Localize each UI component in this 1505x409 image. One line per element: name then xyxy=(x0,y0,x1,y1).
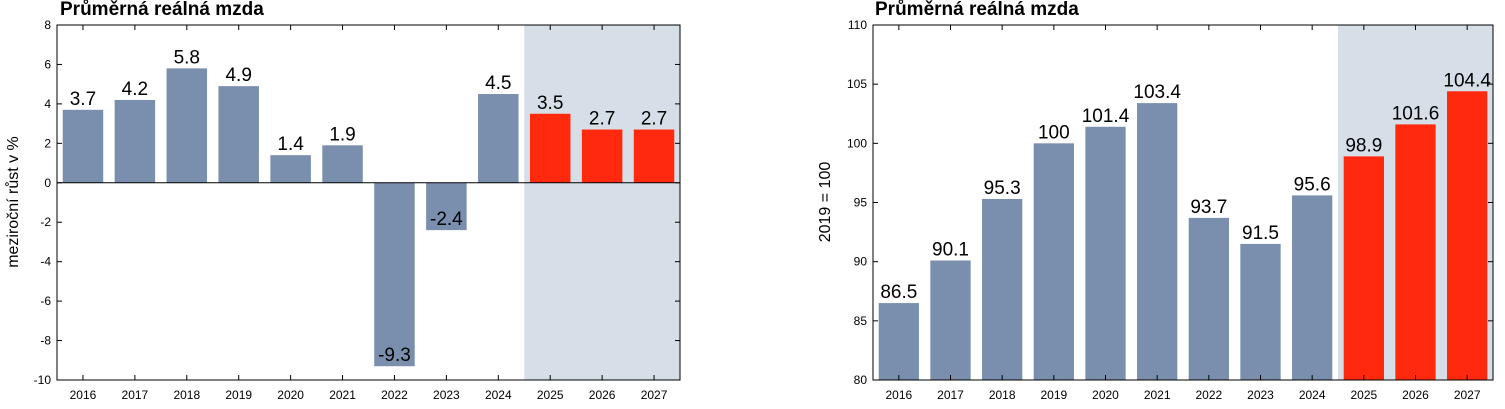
chart-index-2019: Průměrná reálná mzda 2019 = 100 86.5 90.1… xyxy=(810,0,1505,409)
bar-2027 xyxy=(1447,91,1488,381)
data-label-2020: 101.4 xyxy=(1082,106,1130,127)
data-label-2026: 101.6 xyxy=(1392,103,1440,124)
data-label-2019: 100 xyxy=(1038,122,1070,143)
x-tick-label-2024: 2024 xyxy=(485,388,512,402)
y-tick-label: 110 xyxy=(848,18,867,32)
data-label-2016: 3.7 xyxy=(70,89,96,110)
data-label-2019: 4.9 xyxy=(225,65,251,86)
y-tick-label: -8 xyxy=(40,334,51,348)
data-label-2017: 90.1 xyxy=(932,239,969,260)
chart-svg: 3.7 4.2 5.8 4.9 1.4 1.9 -9.3 -2.4 4.5 3.5 2.7 2.7 -1… xyxy=(34,18,681,402)
x-tick-label-2025: 2025 xyxy=(537,388,564,402)
bar-2027 xyxy=(633,129,675,183)
chart-title: Průměrná reálná mzda xyxy=(60,0,264,20)
y-tick-label: 90 xyxy=(854,255,868,269)
x-tick-label-2019: 2019 xyxy=(1040,388,1067,402)
data-label-2024: 95.6 xyxy=(1294,174,1331,195)
forecast-band xyxy=(524,25,680,380)
data-label-2027: 2.7 xyxy=(641,109,667,130)
bar-2022 xyxy=(1188,217,1229,380)
x-tick-label-2018: 2018 xyxy=(173,388,200,402)
x-tick-label-2026: 2026 xyxy=(589,388,616,402)
x-tick-label-2024: 2024 xyxy=(1299,388,1326,402)
data-label-2023: -2.4 xyxy=(430,209,463,230)
data-label-2018: 5.8 xyxy=(174,47,200,68)
bar-2024 xyxy=(478,94,519,183)
bar-2018 xyxy=(982,198,1023,380)
y-tick-label: 105 xyxy=(847,77,867,91)
x-tick-label-2021: 2021 xyxy=(1144,388,1171,402)
bar-2025 xyxy=(529,113,571,183)
bar-2023 xyxy=(426,182,467,231)
x-tick-label-2019: 2019 xyxy=(225,388,252,402)
y-tick-label: 8 xyxy=(44,18,51,32)
x-tick-label-2026: 2026 xyxy=(1402,388,1429,402)
x-tick-label-2016: 2016 xyxy=(885,388,912,402)
bar-2017 xyxy=(114,99,156,183)
y-tick-label: 95 xyxy=(854,196,868,210)
bar-2016 xyxy=(878,303,919,380)
data-label-2022: -9.3 xyxy=(378,345,411,366)
bar-2017 xyxy=(930,260,971,380)
x-tick-label-2022: 2022 xyxy=(381,388,408,402)
y-tick-label: 0 xyxy=(44,176,51,190)
bar-2018 xyxy=(166,68,208,183)
x-tick-label-2017: 2017 xyxy=(122,388,149,402)
x-tick-label-2017: 2017 xyxy=(937,388,964,402)
x-tick-label-2023: 2023 xyxy=(1247,388,1274,402)
y-tick-label: 100 xyxy=(847,136,867,150)
y-tick-label: 2 xyxy=(44,136,51,150)
data-label-2023: 91.5 xyxy=(1242,223,1279,244)
data-label-2025: 98.9 xyxy=(1345,135,1382,156)
x-tick-label-2016: 2016 xyxy=(70,388,97,402)
data-label-2026: 2.7 xyxy=(589,109,615,130)
y-tick-label: -4 xyxy=(40,255,51,269)
plot-frame xyxy=(56,24,681,381)
data-label-2018: 95.3 xyxy=(984,178,1021,199)
bar-2025 xyxy=(1343,156,1384,380)
data-label-2027: 104.4 xyxy=(1443,70,1491,91)
bar-2026 xyxy=(1395,124,1436,381)
y-tick-label: 80 xyxy=(854,373,868,387)
x-tick-label-2023: 2023 xyxy=(433,388,460,402)
x-tick-label-2022: 2022 xyxy=(1195,388,1222,402)
bar-2020 xyxy=(270,155,311,183)
bar-2019 xyxy=(218,86,259,183)
chart-yoy-growth: Průměrná reálná mzda meziroční růst v % … xyxy=(0,0,700,409)
y-tick-label: -10 xyxy=(34,373,52,387)
data-label-2021: 1.9 xyxy=(329,124,355,145)
chart-title: Průměrná reálná mzda xyxy=(875,0,1079,20)
y-tick-label: 85 xyxy=(854,314,868,328)
x-tick-label-2020: 2020 xyxy=(1092,388,1119,402)
bar-2021 xyxy=(322,145,363,183)
x-tick-label-2027: 2027 xyxy=(1454,388,1481,402)
data-label-2024: 4.5 xyxy=(485,73,511,94)
bar-2021 xyxy=(1137,103,1178,380)
bar-2023 xyxy=(1240,243,1281,380)
bar-2020 xyxy=(1085,126,1126,381)
data-label-2025: 3.5 xyxy=(537,93,563,114)
bar-2019 xyxy=(1033,143,1074,380)
data-label-2020: 1.4 xyxy=(277,134,304,155)
y-tick-label: 4 xyxy=(44,97,51,111)
data-label-2016: 86.5 xyxy=(880,282,917,303)
y-tick-label: -6 xyxy=(40,294,51,308)
y-tick-label: 6 xyxy=(44,57,51,71)
data-label-2017: 4.2 xyxy=(122,79,148,100)
bar-2022 xyxy=(374,182,415,367)
bar-2016 xyxy=(62,109,104,183)
x-tick-label-2021: 2021 xyxy=(329,388,356,402)
data-label-2022: 93.7 xyxy=(1190,197,1227,218)
bar-2026 xyxy=(581,129,623,183)
x-tick-label-2020: 2020 xyxy=(277,388,304,402)
x-tick-label-2025: 2025 xyxy=(1350,388,1377,402)
x-tick-label-2027: 2027 xyxy=(641,388,668,402)
data-label-2021: 103.4 xyxy=(1133,82,1181,103)
bar-2024 xyxy=(1292,195,1333,380)
x-tick-label-2018: 2018 xyxy=(989,388,1016,402)
y-tick-label: -2 xyxy=(40,215,51,229)
